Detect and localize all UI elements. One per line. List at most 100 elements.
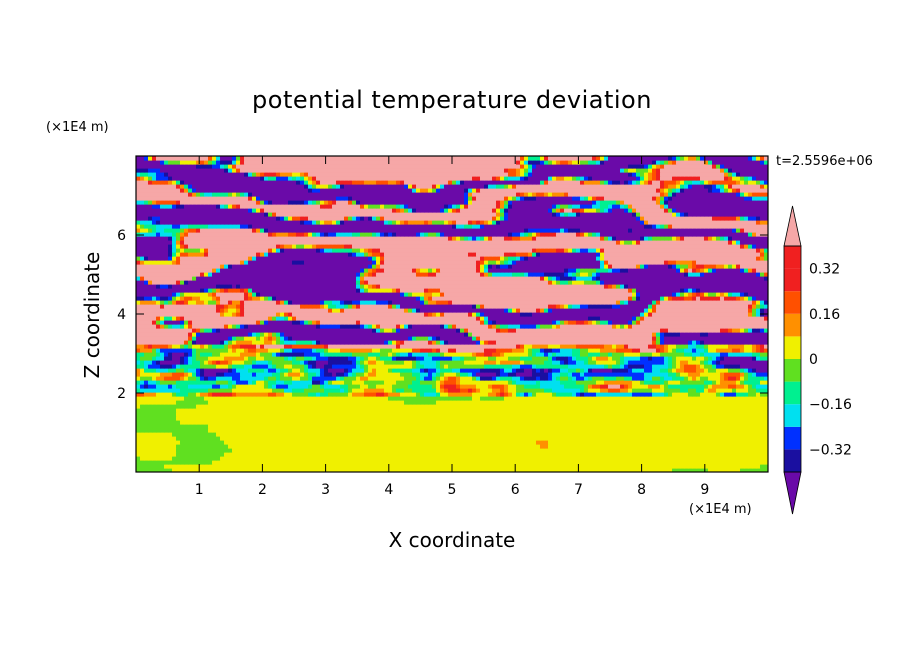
field-cell bbox=[740, 452, 745, 457]
field-cell bbox=[248, 388, 253, 393]
field-cell bbox=[220, 436, 225, 441]
field-cell bbox=[400, 468, 405, 472]
field-cell bbox=[176, 344, 181, 349]
field-cell bbox=[668, 412, 673, 417]
field-cell bbox=[504, 376, 509, 381]
field-cell bbox=[492, 464, 497, 469]
field-cell bbox=[184, 364, 189, 369]
field-cell bbox=[232, 468, 237, 472]
field-cell bbox=[636, 400, 641, 405]
field-cell bbox=[432, 396, 437, 401]
field-cell bbox=[548, 440, 553, 445]
field-cell bbox=[484, 448, 489, 453]
field-cell bbox=[364, 444, 369, 449]
field-cell bbox=[524, 440, 529, 445]
field-cell bbox=[372, 404, 377, 409]
field-cell bbox=[736, 356, 741, 361]
field-cell bbox=[704, 424, 709, 429]
field-cell bbox=[584, 388, 589, 393]
field-cell bbox=[444, 344, 449, 349]
field-cell bbox=[320, 412, 325, 417]
field-cell bbox=[712, 416, 717, 421]
field-cell bbox=[664, 424, 669, 429]
field-cell bbox=[304, 356, 309, 361]
field-cell bbox=[348, 360, 353, 365]
field-cell bbox=[516, 440, 521, 445]
field-cell bbox=[272, 384, 277, 389]
field-cell bbox=[416, 412, 421, 417]
field-cell bbox=[284, 392, 289, 397]
field-cell bbox=[468, 360, 473, 365]
field-cell bbox=[416, 432, 421, 437]
field-cell bbox=[408, 360, 413, 365]
field-cell bbox=[424, 468, 429, 472]
field-cell bbox=[632, 368, 637, 373]
field-cell bbox=[756, 356, 761, 361]
field-cell bbox=[588, 380, 593, 385]
field-cell bbox=[352, 444, 357, 449]
field-cell bbox=[760, 408, 765, 413]
field-cell bbox=[560, 348, 565, 353]
field-cell bbox=[456, 360, 461, 365]
field-cell bbox=[712, 348, 717, 353]
field-cell bbox=[356, 356, 361, 361]
field-cell bbox=[460, 376, 465, 381]
field-cell bbox=[160, 416, 165, 421]
field-cell bbox=[452, 456, 457, 461]
field-cell bbox=[436, 428, 441, 433]
field-cell bbox=[148, 356, 153, 361]
field-cell bbox=[424, 384, 429, 389]
field-cell bbox=[560, 356, 565, 361]
field-cell bbox=[384, 348, 389, 353]
field-cell bbox=[596, 448, 601, 453]
field-cell bbox=[252, 400, 257, 405]
field-cell bbox=[612, 400, 617, 405]
field-cell bbox=[540, 412, 545, 417]
field-cell bbox=[180, 396, 185, 401]
field-cell bbox=[756, 388, 761, 393]
field-cell bbox=[216, 420, 221, 425]
field-cell bbox=[420, 380, 425, 385]
field-cell bbox=[556, 464, 561, 469]
field-cell bbox=[396, 384, 401, 389]
field-cell bbox=[304, 392, 309, 397]
field-cell bbox=[744, 420, 749, 425]
field-cell bbox=[312, 392, 317, 397]
field-cell bbox=[388, 420, 393, 425]
field-cell bbox=[244, 352, 249, 357]
field-cell bbox=[452, 396, 457, 401]
field-cell bbox=[200, 360, 205, 365]
field-cell bbox=[732, 408, 737, 413]
field-cell bbox=[364, 392, 369, 397]
field-cell bbox=[744, 424, 749, 429]
field-cell bbox=[736, 416, 741, 421]
field-cell bbox=[200, 420, 205, 425]
field-cell bbox=[708, 424, 713, 429]
field-cell bbox=[208, 380, 213, 385]
field-cell bbox=[340, 392, 345, 397]
field-cell bbox=[268, 464, 273, 469]
field-cell bbox=[624, 424, 629, 429]
field-cell bbox=[208, 404, 213, 409]
field-cell bbox=[456, 388, 461, 393]
field-cell bbox=[464, 428, 469, 433]
field-cell bbox=[440, 436, 445, 441]
field-cell bbox=[564, 396, 569, 401]
field-cell bbox=[336, 344, 341, 349]
field-cell bbox=[420, 392, 425, 397]
field-cell bbox=[588, 448, 593, 453]
field-cell bbox=[656, 380, 661, 385]
field-cell bbox=[620, 396, 625, 401]
field-cell bbox=[180, 388, 185, 393]
field-cell bbox=[428, 376, 433, 381]
field-cell bbox=[168, 428, 173, 433]
field-cell bbox=[468, 416, 473, 421]
field-cell bbox=[348, 408, 353, 413]
field-cell bbox=[492, 392, 497, 397]
field-cell bbox=[308, 432, 313, 437]
field-cell bbox=[700, 456, 705, 461]
field-cell bbox=[536, 400, 541, 405]
field-cell bbox=[312, 372, 317, 377]
field-cell bbox=[240, 428, 245, 433]
field-cell bbox=[244, 396, 249, 401]
